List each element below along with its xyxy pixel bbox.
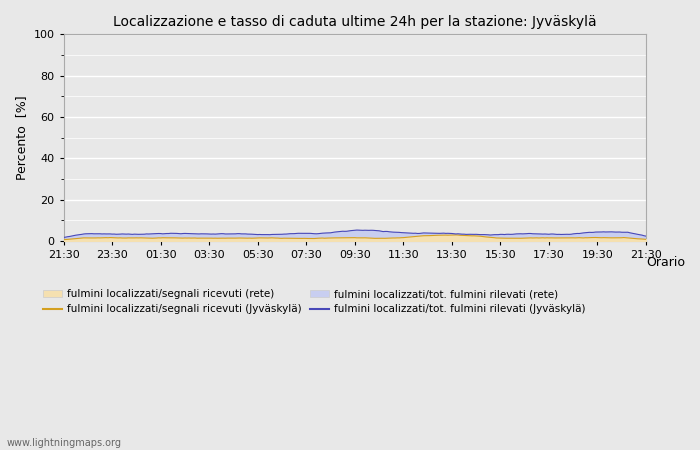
Legend: fulmini localizzati/segnali ricevuti (rete), fulmini localizzati/segnali ricevut: fulmini localizzati/segnali ricevuti (re…	[43, 289, 585, 315]
Y-axis label: Percento  [%]: Percento [%]	[15, 95, 28, 180]
Text: www.lightningmaps.org: www.lightningmaps.org	[7, 438, 122, 448]
Text: Orario: Orario	[646, 256, 685, 269]
Title: Localizzazione e tasso di caduta ultime 24h per la stazione: Jyväskylä: Localizzazione e tasso di caduta ultime …	[113, 15, 596, 29]
